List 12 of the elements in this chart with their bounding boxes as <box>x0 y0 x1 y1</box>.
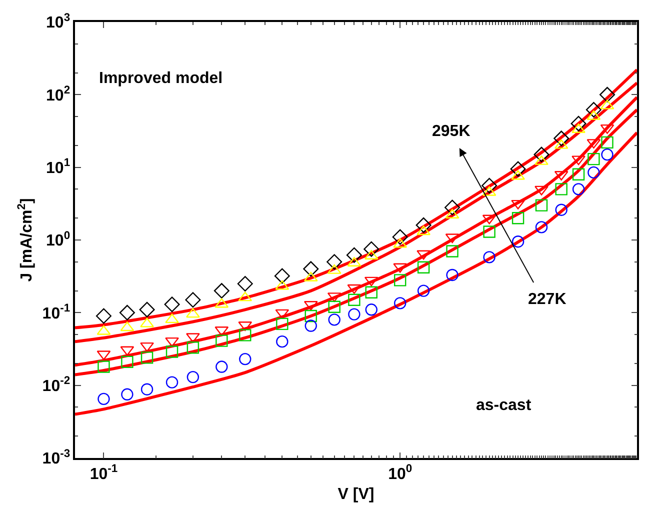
y-tick-label: 10$^{1}$ <box>46 157 70 177</box>
y-tick-label: 10$^{-3}$ <box>42 448 70 468</box>
y-tick-label: 10$^{-2}$ <box>42 375 70 395</box>
annotation: as-cast <box>476 397 532 414</box>
annotation: 295K <box>432 123 471 140</box>
y-tick-label: 10$^{0}$ <box>46 230 70 250</box>
annotation: Improved model <box>99 70 223 87</box>
x-axis-title: V [V] <box>338 486 374 504</box>
y-tick-label: 10$^{3}$ <box>46 12 70 32</box>
annotation: 227K <box>528 291 567 308</box>
y-tick-label: 10$^{2}$ <box>46 84 70 104</box>
y-tick-label: 10$^{-1}$ <box>42 302 70 322</box>
